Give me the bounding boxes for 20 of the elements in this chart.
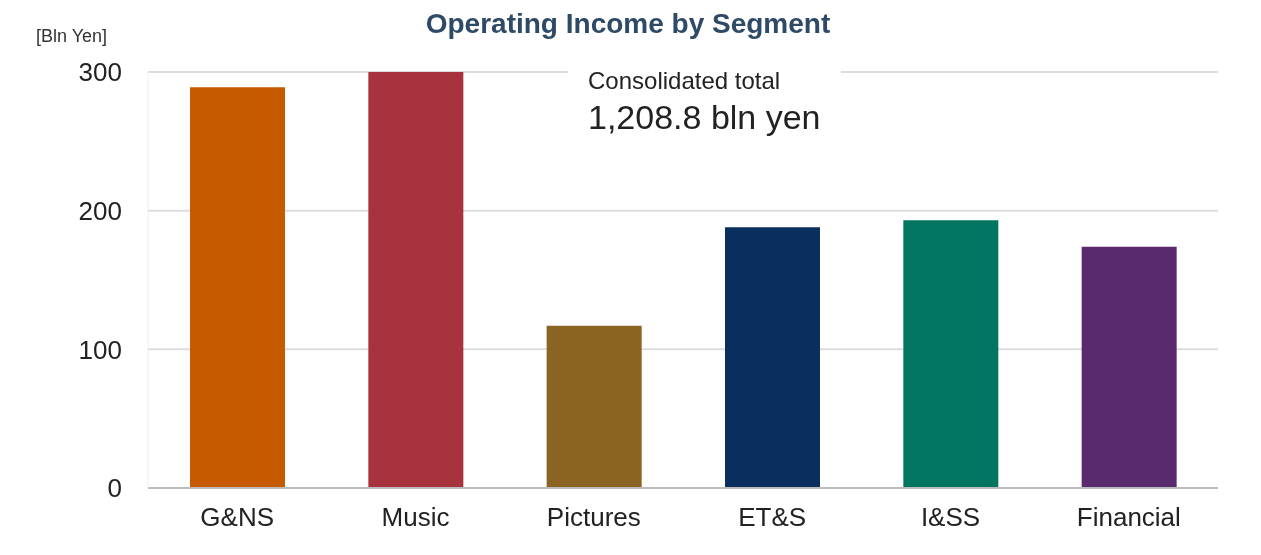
chart-title: Operating Income by Segment <box>425 8 831 39</box>
x-tick-label: I&SS <box>920 502 981 533</box>
bar <box>1081 246 1177 488</box>
y-tick-label: 300 <box>78 57 122 88</box>
y-tick-label: 100 <box>78 334 122 365</box>
bar <box>725 227 820 488</box>
annotation: 1,208.8 bln yen <box>588 97 821 138</box>
bar <box>190 87 285 488</box>
bar <box>368 72 464 488</box>
bar <box>903 220 999 488</box>
y-tick-label: 200 <box>78 195 122 226</box>
y-tick-label: 0 <box>107 473 122 504</box>
x-tick-label: G&NS <box>200 502 275 533</box>
x-tick-label: Pictures <box>546 502 641 533</box>
x-tick-label: Financial <box>1076 502 1181 533</box>
y-axis-title: [Bln Yen] <box>36 26 108 47</box>
annotation: Consolidated total <box>588 66 782 96</box>
x-tick-label: ET&S <box>738 502 807 533</box>
bar <box>546 325 642 488</box>
x-tick-label: Music <box>381 502 450 533</box>
